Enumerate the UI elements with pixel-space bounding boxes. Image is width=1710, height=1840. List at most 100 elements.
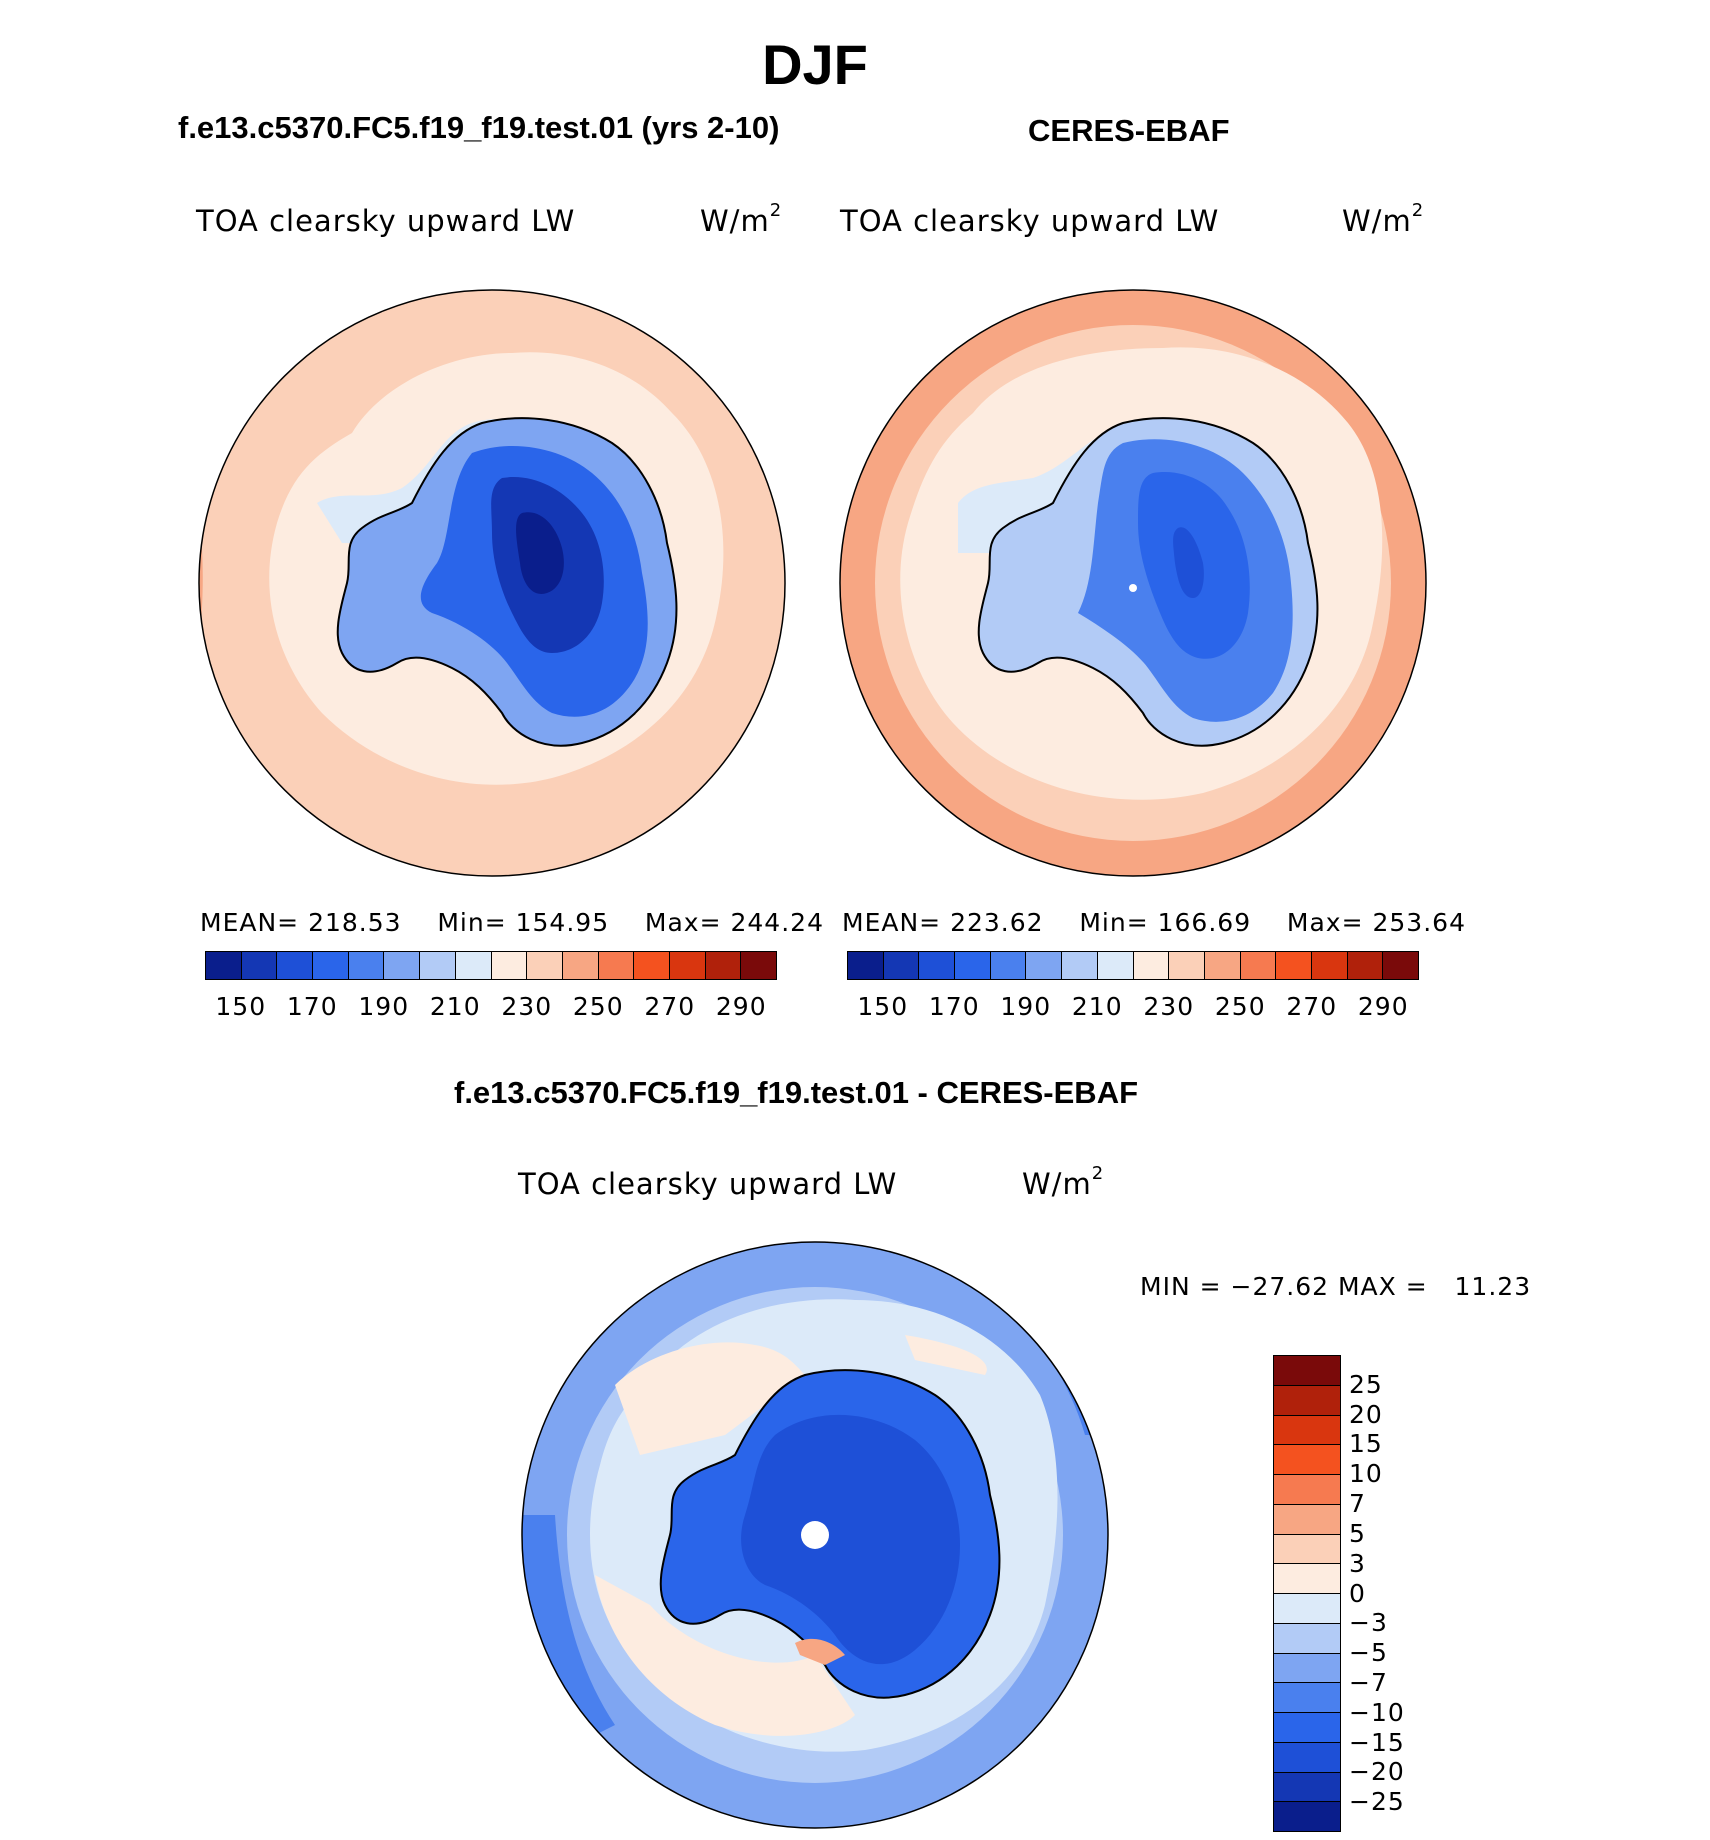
panel3-colorbar-tick-label: 7 (1349, 1489, 1366, 1519)
panel1-colorbar-tick-label: 210 (429, 992, 481, 1021)
panel3-colorbar-swatch-3 (1274, 1445, 1340, 1475)
panel2-colorbar-swatch-6 (1062, 952, 1098, 979)
panel2-colorbar-tick-label: 150 (857, 992, 909, 1021)
panel3-colorbar (1273, 1355, 1341, 1832)
panel3-colorbar-tick-label: 5 (1349, 1518, 1366, 1548)
panel3-colorbar-tick-label: −20 (1349, 1757, 1405, 1787)
panel1-colorbar-swatch-13 (669, 952, 706, 979)
panel1-colorbar-swatch-11 (598, 952, 635, 979)
panel1-colorbar-swatch-15 (741, 952, 776, 979)
panel2-colorbar-swatch-0 (848, 952, 884, 979)
panel1-colorbar-swatch-5 (384, 952, 421, 979)
panel1-units: W/m2 (700, 200, 783, 238)
panel2-colorbar-swatch-3 (955, 952, 991, 979)
panel1-interior-min (516, 512, 564, 594)
panel2-colorbar-tick-label: 170 (928, 992, 980, 1021)
panel1-colorbar-swatch-6 (420, 952, 456, 979)
panel2-colorbar-swatch-8 (1133, 952, 1170, 979)
panel2-colorbar-tick-label: 290 (1357, 992, 1409, 1021)
panel1-colorbar-swatch-2 (277, 952, 314, 979)
panel1-colorbar (205, 951, 777, 980)
panel2-colorbar-tick-label: 190 (1000, 992, 1052, 1021)
panel3-colorbar-swatch-2 (1274, 1415, 1340, 1446)
panel1-colorbar-tick-label: 250 (572, 992, 624, 1021)
panel2-colorbar-swatch-11 (1240, 952, 1277, 979)
panel2-colorbar-swatch-14 (1347, 952, 1384, 979)
panel3-colorbar-swatch-4 (1274, 1475, 1340, 1505)
panel3-colorbar-tick-label: −3 (1349, 1608, 1388, 1638)
panel1-stats: MEAN= 218.53 Min= 154.95 Max= 244.24 (200, 908, 824, 937)
panel2-colorbar-swatch-1 (883, 952, 920, 979)
panel2-map-border (839, 289, 1427, 877)
panel2-colorbar-swatch-9 (1169, 952, 1205, 979)
panel1-colorbar-tick-label: 170 (286, 992, 338, 1021)
panel2-colorbar-swatch-7 (1097, 952, 1134, 979)
panel2-colorbar-tick-label: 270 (1286, 992, 1338, 1021)
panel3-pole-marker (801, 1521, 829, 1549)
main-title: DJF (762, 33, 868, 96)
panel1-colorbar-tick-label: 290 (715, 992, 767, 1021)
panel3-colorbar-swatch-13 (1274, 1742, 1340, 1773)
panel3-colorbar-swatch-14 (1274, 1772, 1340, 1803)
panel3-colorbar-swatch-6 (1274, 1534, 1340, 1565)
panel3-variable: TOA clearsky upward LW (518, 1167, 898, 1201)
panel3-map (521, 1241, 1109, 1829)
panel3-colorbar-swatch-5 (1274, 1504, 1340, 1535)
panel2-units: W/m2 (1342, 200, 1425, 238)
panel2-colorbar-swatch-13 (1311, 952, 1348, 979)
panel3-colorbar-swatch-15 (1274, 1802, 1340, 1831)
panel3-colorbar-swatch-1 (1274, 1385, 1340, 1416)
panel3-colorbar-swatch-8 (1274, 1594, 1340, 1624)
panel1-colorbar-swatch-10 (562, 952, 599, 979)
panel2-colorbar-swatch-4 (990, 952, 1027, 979)
panel1-colorbar-swatch-3 (313, 952, 349, 979)
panel3-colorbar-tick-label: 15 (1349, 1429, 1383, 1459)
panel3-positive-areas (595, 1335, 987, 1736)
panel1-colorbar-swatch-1 (241, 952, 278, 979)
panel2-map (839, 289, 1427, 877)
panel2-colorbar-swatch-5 (1026, 952, 1063, 979)
panel3-colorbar-tick-label: 0 (1349, 1578, 1366, 1608)
panel1-colorbar-swatch-8 (491, 952, 528, 979)
panel3-positive-anomaly (795, 1638, 845, 1665)
panel1-colorbar-swatch-14 (705, 952, 742, 979)
panel3-title: f.e13.c5370.FC5.f19_f19.test.01 - CERES-… (454, 1075, 1139, 1110)
panel2-variable: TOA clearsky upward LW (840, 204, 1220, 238)
panel1-colorbar-tick-label: 150 (215, 992, 267, 1021)
panel3-stats: MIN = −27.62 MAX = 11.23 (1140, 1272, 1532, 1301)
panel3-colorbar-tick-label: 3 (1349, 1548, 1366, 1578)
panel3-colorbar-tick-label: −5 (1349, 1638, 1388, 1668)
panel3-colorbar-tick-label: −25 (1349, 1787, 1405, 1817)
panel2-colorbar-swatch-15 (1383, 952, 1418, 979)
panel3-colorbar-tick-label: −7 (1349, 1667, 1388, 1697)
panel3-units: W/m2 (1022, 1163, 1105, 1201)
panel3-interior-negative (741, 1414, 960, 1665)
panel2-stats: MEAN= 223.62 Min= 166.69 Max= 253.64 (842, 908, 1466, 937)
panel1-colorbar-swatch-4 (348, 952, 385, 979)
panel2-colorbar-swatch-2 (919, 952, 956, 979)
panel1-colorbar-swatch-9 (527, 952, 563, 979)
panel3-colorbar-tick-label: 25 (1349, 1369, 1383, 1399)
panel1-map (198, 289, 786, 877)
panel2-pole-marker (1129, 584, 1137, 592)
panel2-colorbar-tick-label: 250 (1214, 992, 1266, 1021)
panel1-variable: TOA clearsky upward LW (196, 204, 576, 238)
panel1-title: f.e13.c5370.FC5.f19_f19.test.01 (yrs 2-1… (178, 110, 780, 145)
panel3-colorbar-swatch-7 (1274, 1564, 1340, 1594)
panel3-colorbar-tick-label: −10 (1349, 1697, 1405, 1727)
panel3-colorbar-swatch-12 (1274, 1713, 1340, 1743)
panel3-colorbar-swatch-11 (1274, 1683, 1340, 1713)
panel3-map-border (521, 1241, 1109, 1829)
panel1-colorbar-tick-label: 190 (358, 992, 410, 1021)
panel1-colorbar-swatch-0 (206, 952, 242, 979)
panel2-colorbar-tick-label: 230 (1143, 992, 1195, 1021)
panel2-colorbar-swatch-10 (1204, 952, 1241, 979)
panel2-interior-min (1173, 527, 1204, 598)
panel2-colorbar-tick-label: 210 (1071, 992, 1123, 1021)
panel3-colorbar-tick-label: −15 (1349, 1727, 1405, 1757)
panel1-colorbar-swatch-7 (455, 952, 492, 979)
panel1-map-border (198, 289, 786, 877)
panel3-colorbar-swatch-10 (1274, 1653, 1340, 1684)
panel1-colorbar-tick-label: 270 (644, 992, 696, 1021)
panel3-colorbar-tick-label: 10 (1349, 1459, 1383, 1489)
